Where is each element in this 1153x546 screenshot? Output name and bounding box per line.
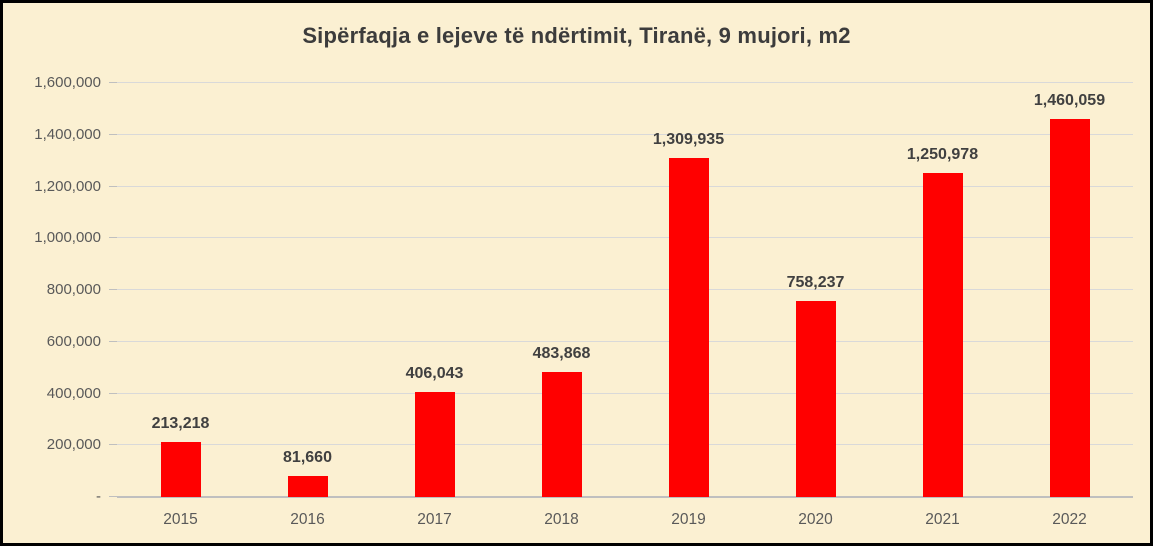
x-axis-label-2015: 2015 — [163, 511, 198, 528]
bar-value-label-2018: 483,868 — [532, 345, 591, 362]
y-axis-tick — [109, 392, 117, 394]
bar-2018 — [541, 372, 582, 497]
y-axis-tick-label: 400,000 — [46, 384, 101, 402]
y-axis-tick — [109, 340, 117, 342]
chart-title: Sipërfaqja e lejeve të ndërtimit, Tiranë… — [302, 23, 851, 48]
x-axis-label-2019: 2019 — [671, 511, 706, 528]
x-axis-label-2017: 2017 — [417, 511, 452, 528]
x-axis-label-2018: 2018 — [544, 511, 579, 528]
x-axis-line — [117, 496, 1133, 498]
x-axis-label-2021: 2021 — [925, 511, 960, 528]
y-axis-tick — [109, 237, 117, 239]
y-axis-tick-label: 200,000 — [46, 436, 101, 454]
y-axis-tick-label: 1,200,000 — [34, 177, 101, 195]
gridline — [117, 289, 1133, 290]
gridline — [117, 133, 1133, 135]
y-axis-tick-label: 1,400,000 — [34, 125, 101, 143]
x-axis-label-2022: 2022 — [1052, 511, 1087, 528]
bar-value-label-2016: 81,660 — [283, 449, 332, 466]
y-axis-tick-label: 1,000,000 — [34, 229, 101, 247]
bar-2015 — [160, 442, 201, 497]
bar-2019 — [668, 158, 709, 497]
bar-value-label-2020: 758,237 — [786, 274, 845, 291]
gridline — [117, 185, 1133, 187]
y-axis-tick-label: - — [96, 488, 101, 505]
bar-2021 — [922, 173, 963, 497]
y-axis-tick-label: 600,000 — [46, 332, 101, 350]
y-axis-tick-label: 1,600,000 — [34, 74, 101, 91]
y-axis-tick — [109, 289, 117, 290]
bar-2016 — [287, 476, 328, 497]
gridline — [117, 82, 1133, 83]
bar-value-label-2022: 1,460,059 — [1033, 92, 1106, 109]
y-axis-tick-label: 800,000 — [46, 281, 101, 298]
x-axis-label-2020: 2020 — [798, 511, 833, 528]
gridline — [117, 444, 1133, 446]
y-axis-tick — [109, 185, 117, 187]
gridline — [117, 340, 1133, 342]
bar-value-label-2019: 1,309,935 — [652, 131, 725, 148]
y-axis-tick — [109, 82, 117, 83]
x-axis-label-2016: 2016 — [290, 511, 325, 528]
bar-2020 — [795, 301, 836, 497]
bar-value-label-2017: 406,043 — [405, 365, 464, 382]
bar-value-label-2021: 1,250,978 — [906, 146, 979, 163]
gridline — [117, 237, 1133, 239]
plot-area: 213,218 81,660 406,043 483,868 1,309,935 758,… — [109, 82, 1133, 498]
bar-2017 — [414, 392, 455, 497]
gridline — [117, 392, 1133, 394]
y-axis-tick — [109, 133, 117, 135]
bar-value-label-2015: 213,218 — [151, 415, 210, 432]
bar-2022 — [1049, 119, 1090, 497]
y-axis-tick — [109, 444, 117, 446]
y-axis-tick — [109, 496, 117, 497]
